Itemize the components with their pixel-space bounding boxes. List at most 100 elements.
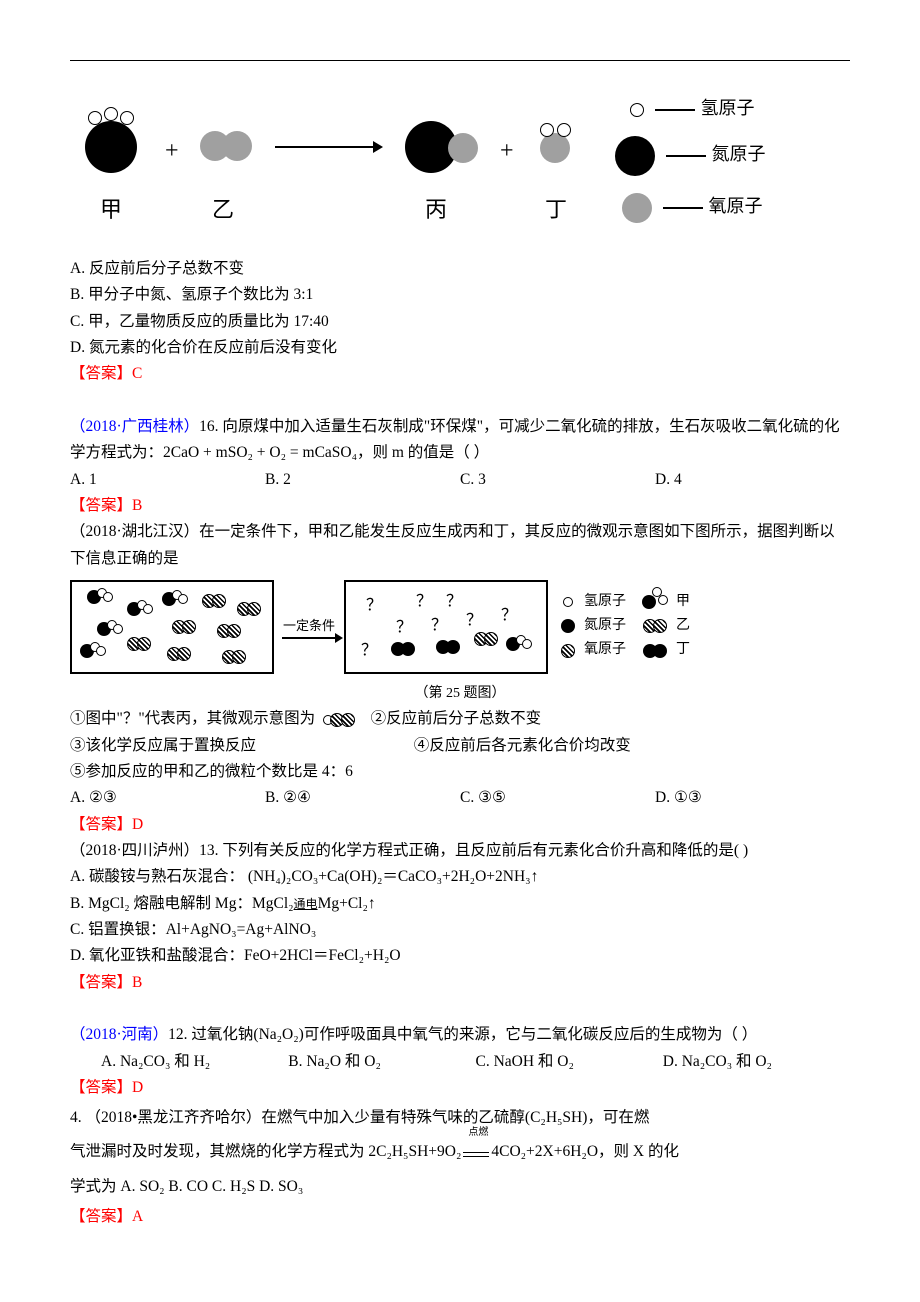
sichuan-B: B. MgCl₂ 熔融电解制 Mg：MgCl₂通电Mg+Cl₂↑ — [70, 891, 850, 917]
legend-o: 氧原子 — [622, 191, 763, 223]
yi-mol — [167, 647, 191, 661]
prev-optB: B. 甲分子中氮、氢原子个数比为 3:1 — [70, 282, 850, 308]
henan-answer: 【答案】D — [70, 1075, 850, 1101]
heilong-l3: 学式为 A. SO₂ B. CO C. H₂S D. SO₃ — [70, 1170, 850, 1204]
mol-jia-h2 — [104, 107, 118, 121]
leg-h: 氢原子 — [584, 591, 626, 613]
hubei-s2: ③该化学反应属于置换反应 ④反应前后各元素化合价均改变 — [70, 733, 850, 759]
heilong-l1: 4. （2018•黑龙江齐齐哈尔）在燃气中加入少量有特殊气味的乙硫醇(C₂H₅S… — [70, 1101, 850, 1135]
reaction-diagram-2: 一定条件 ？ ？ ？ ？ ？ ？ ？ ？ 氢原子 甲 氮原子 乙 氧原子 丁 — [70, 580, 850, 674]
q16-stem: （2018·广西桂林）16. 向原煤中加入适量生石灰制成"环保煤"，可减少二氧化… — [70, 414, 850, 467]
plus-2: + — [500, 131, 514, 172]
sichuan-A: A. 碳酸铵与熟石灰混合： (NH₄)₂CO₃+Ca(OH)₂＝CaCO₃+2H… — [70, 864, 850, 890]
reaction-arrow — [275, 146, 375, 148]
sichuan-D: D. 氧化亚铁和盐酸混合：FeO+2HCl＝FeCl₂+H₂O — [70, 943, 850, 969]
prev-answer: 【答案】C — [70, 361, 850, 387]
q16-B: B. 2 — [265, 467, 460, 493]
label-yi: 乙 — [212, 191, 234, 228]
label-bing: 丙 — [425, 191, 447, 228]
top-rule — [70, 60, 850, 61]
legend-h-text: 氢原子 — [701, 98, 755, 118]
qmark: ？ — [366, 592, 382, 619]
henan-options: A. Na₂CO₃ 和 H₂ B. Na₂O 和 O₂ C. NaOH 和 O₂… — [70, 1049, 850, 1075]
heilong-answer: 【答案】A — [70, 1204, 850, 1230]
yi-mol — [172, 620, 196, 634]
arrow-2: 一定条件 — [274, 615, 344, 639]
hubei-s2b: ④反应前后各元素化合价均改变 — [414, 737, 631, 754]
plus-1: + — [165, 131, 179, 172]
legend-n-text: 氮原子 — [712, 144, 766, 164]
box-products: ？ ？ ？ ？ ？ ？ ？ ？ — [344, 580, 548, 674]
qmark: ？ — [466, 607, 482, 634]
arrow-2-label: 一定条件 — [274, 615, 344, 637]
henan-src: （2018·河南） — [70, 1026, 168, 1043]
legend-n: 氮原子 — [615, 136, 766, 176]
q16-D: D. 4 — [655, 467, 850, 493]
ding-mol — [391, 642, 415, 656]
yi-mol — [202, 594, 226, 608]
qmark: ？ — [396, 614, 412, 641]
hubei-s1b: ②反应前后分子总数不变 — [371, 710, 542, 727]
henan-stem: （2018·河南）12. 过氧化钠(Na₂O₂)可作呼吸面具中氧气的来源，它与二… — [70, 1022, 850, 1048]
q16-answer: 【答案】B — [70, 493, 850, 519]
jia-mol — [87, 590, 113, 604]
jia-mol — [97, 622, 123, 636]
heilong-l2: 气泄漏时及时发现，其燃烧的化学方程式为 2C₂H₅SH+9O₂点燃4CO₂+2X… — [70, 1135, 850, 1169]
legend-2: 氢原子 甲 氮原子 乙 氧原子 丁 — [558, 591, 704, 664]
leg-o: 氧原子 — [584, 639, 626, 661]
q16-A: A. 1 — [70, 467, 265, 493]
hubei-D: D. ①③ — [655, 785, 850, 811]
legend-h: 氢原子 — [630, 93, 755, 124]
mol-ding-o — [540, 133, 570, 163]
qmark: ？ — [431, 612, 447, 639]
mol-jia-n — [85, 121, 137, 173]
henan-B: B. Na₂O 和 O₂ — [288, 1049, 475, 1075]
ignite-condition: 点燃 — [461, 1136, 491, 1170]
mol-bing-o — [448, 133, 478, 163]
qmark: ？ — [501, 602, 517, 629]
q16-options: A. 1 B. 2 C. 3 D. 4 — [70, 467, 850, 493]
yi-mol — [222, 650, 246, 664]
hubei-s1a: ①图中"？"代表丙，其微观示意图为 — [70, 710, 315, 727]
qmark: ？ — [416, 588, 432, 615]
jia-mol — [127, 602, 153, 616]
sichuan-C: C. 铝置换银：Al+AgNO₃=Ag+AlNO₃ — [70, 917, 850, 943]
jia-mol — [80, 644, 106, 658]
prev-optA: A. 反应前后分子总数不变 — [70, 256, 850, 282]
henan-text: 12. 过氧化钠(Na₂O₂)可作呼吸面具中氧气的来源，它与二氧化碳反应后的生成… — [168, 1026, 757, 1043]
prev-optC: C. 甲，乙量物质反应的质量比为 17:40 — [70, 309, 850, 335]
hubei-options: A. ②③ B. ②④ C. ③⑤ D. ①③ — [70, 785, 850, 811]
hubei-s2a: ③该化学反应属于置换反应 — [70, 737, 256, 754]
sichuan-answer: 【答案】B — [70, 970, 850, 996]
hubei-answer: 【答案】D — [70, 812, 850, 838]
mol-ding-h2 — [557, 123, 571, 137]
sichuan-stem: （2018·四川泸州）13. 下列有关反应的化学方程式正确，且反应前后有元素化合… — [70, 838, 850, 864]
jia-mol — [506, 637, 532, 651]
mol-ding-h1 — [540, 123, 554, 137]
qmark: ？ — [361, 637, 377, 664]
label-jia: 甲 — [100, 191, 122, 228]
q16-src: （2018·广西桂林） — [70, 418, 199, 435]
leg-ding: 丁 — [676, 639, 690, 661]
box-reactants — [70, 580, 274, 674]
prev-optD: D. 氮元素的化合价在反应前后没有变化 — [70, 335, 850, 361]
henan-D: D. Na₂CO₃ 和 O₂ — [663, 1049, 850, 1075]
qmark: ？ — [446, 588, 462, 615]
mol-yi-o2 — [222, 131, 252, 161]
diagram2-caption: （第 25 题图） — [70, 682, 850, 706]
yi-mol — [474, 632, 498, 646]
legend-o-text: 氧原子 — [709, 196, 763, 216]
reaction-diagram-1: + + 甲 乙 丙 丁 氢原子 氮原子 氧原子 — [70, 91, 850, 251]
mol-jia-h1 — [88, 111, 102, 125]
bing-inline-mol — [323, 706, 355, 732]
leg-n: 氮原子 — [584, 615, 626, 637]
hubei-stem: （2018·湖北江汉）在一定条件下，甲和乙能发生反应生成丙和丁，其反应的微观示意… — [70, 519, 850, 572]
label-ding: 丁 — [545, 191, 567, 228]
henan-A: A. Na₂CO₃ 和 H₂ — [101, 1049, 288, 1075]
hubei-s3: ⑤参加反应的甲和乙的微粒个数比是 4：6 — [70, 759, 850, 785]
q16-C: C. 3 — [460, 467, 655, 493]
yi-mol — [127, 637, 151, 651]
henan-C: C. NaOH 和 O₂ — [476, 1049, 663, 1075]
mol-jia-h3 — [120, 111, 134, 125]
hubei-s1: ①图中"？"代表丙，其微观示意图为 ②反应前后分子总数不变 — [70, 706, 850, 733]
